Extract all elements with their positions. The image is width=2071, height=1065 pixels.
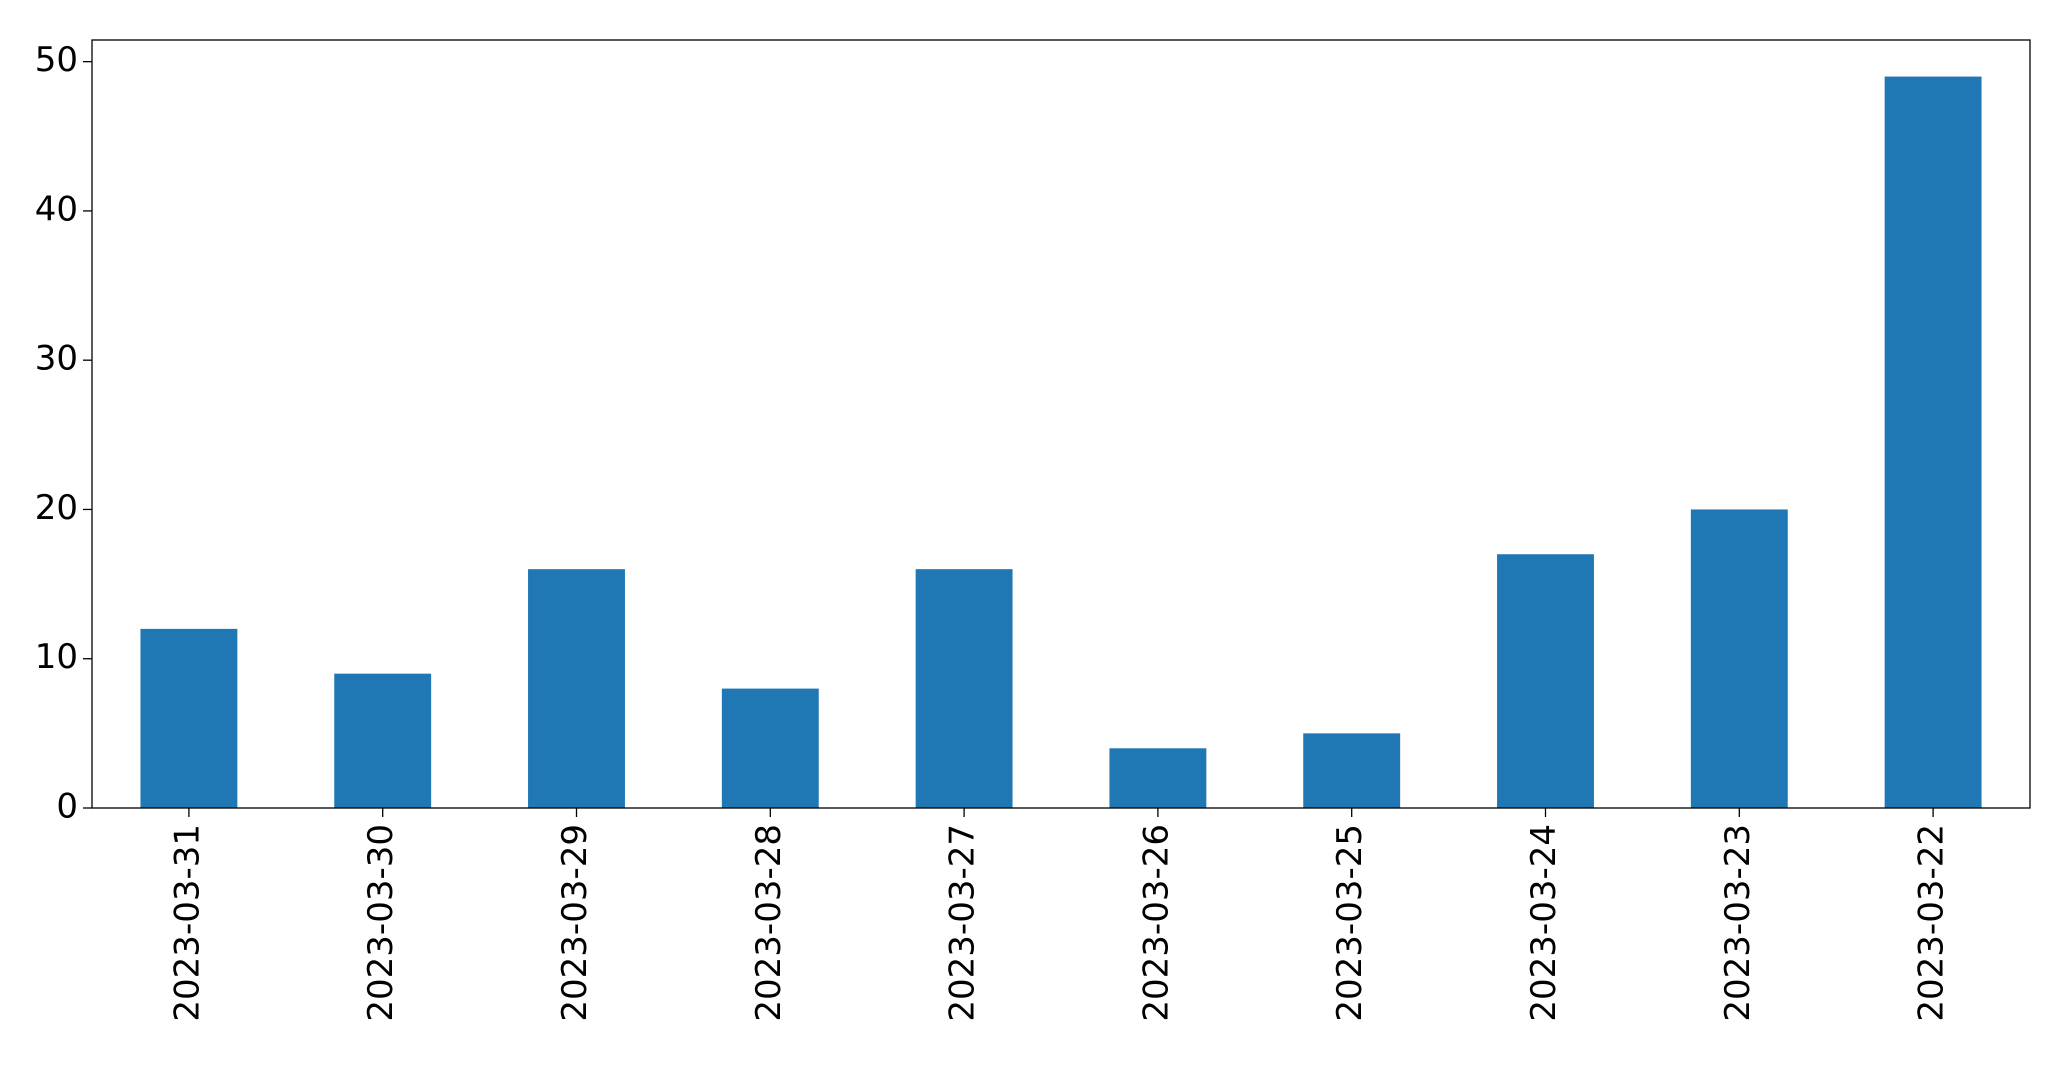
bar: [915, 569, 1013, 808]
bar: [1109, 748, 1207, 808]
bar: [334, 673, 432, 808]
y-tick-label: 50: [35, 40, 78, 80]
bar: [721, 688, 819, 808]
bar: [1884, 76, 1982, 809]
x-tick-label: 2023-03-28: [749, 824, 789, 1022]
bar: [1303, 733, 1401, 808]
x-tick-label: 2023-03-27: [943, 824, 983, 1022]
bar: [1690, 509, 1788, 808]
axes-frame: [91, 39, 2031, 809]
y-tick-label: 30: [35, 339, 78, 379]
y-tick-label: 20: [35, 488, 78, 528]
x-tick-label: 2023-03-24: [1524, 824, 1564, 1022]
bar: [140, 628, 238, 808]
y-tick-label: 0: [56, 787, 78, 827]
x-tick-label: 2023-03-29: [555, 824, 595, 1022]
bar: [1497, 554, 1594, 808]
x-tick-label: 2023-03-23: [1718, 824, 1758, 1022]
y-tick-label: 40: [35, 189, 78, 229]
x-tick-label: 2023-03-31: [167, 824, 207, 1022]
plot-area: [140, 76, 1982, 809]
y-tick-label: 10: [35, 637, 78, 677]
bar: [528, 569, 625, 808]
x-tick-label: 2023-03-26: [1136, 824, 1176, 1022]
x-tick-label: 2023-03-30: [361, 824, 401, 1022]
x-tick-label: 2023-03-25: [1330, 824, 1370, 1022]
x-tick-label: 2023-03-22: [1912, 824, 1952, 1022]
